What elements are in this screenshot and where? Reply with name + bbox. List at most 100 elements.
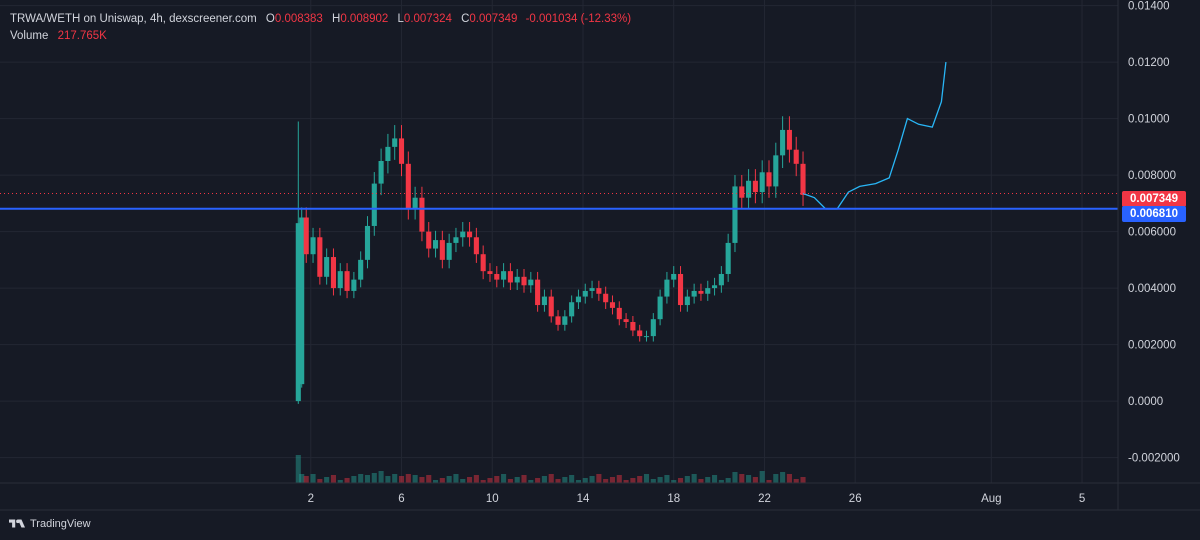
- volume-bar: [725, 478, 731, 483]
- x-axis-tick-label: 18: [667, 493, 680, 505]
- candle-body: [398, 138, 405, 164]
- y-axis-tick-label: 0.006000: [1128, 227, 1176, 239]
- tradingview-brand-name: TradingView: [30, 518, 91, 530]
- volume-bar: [295, 455, 301, 483]
- y-axis-tick-label: 0.004000: [1128, 283, 1176, 295]
- volume-bar: [514, 477, 520, 483]
- x-axis-tick-label: 5: [1079, 493, 1085, 505]
- candle-body: [569, 302, 575, 317]
- volume-bar: [310, 474, 316, 483]
- volume-bar: [780, 472, 786, 483]
- candle-body: [467, 231, 473, 238]
- candle-body: [752, 180, 758, 193]
- volume-bar: [385, 476, 391, 483]
- candle-body: [643, 336, 650, 338]
- candle-body: [385, 146, 391, 161]
- legend-low-label: L: [397, 13, 404, 25]
- volume-bar: [773, 474, 779, 483]
- volume-bar: [786, 474, 792, 483]
- volume-bar: [521, 475, 527, 483]
- volume-histogram: [295, 455, 806, 483]
- y-axis-tick-label: 0.002000: [1128, 340, 1176, 352]
- candle-body: [351, 279, 357, 291]
- candle-body: [310, 237, 316, 255]
- candle-body: [657, 296, 663, 320]
- legend-open-label: O: [265, 13, 275, 25]
- candle-body: [439, 240, 445, 260]
- legend-close-value: 0.007349: [469, 13, 518, 25]
- y-axis-tick-label: 0.008000: [1128, 170, 1176, 182]
- volume-bar: [419, 477, 425, 483]
- horizontal-line-price-tag[interactable]: 0.006810: [1122, 206, 1186, 222]
- chart-overlays: [0, 62, 1118, 210]
- candle-body: [521, 276, 527, 286]
- legend-volume-row: Volume 217.765K: [10, 28, 631, 45]
- volume-bar: [739, 474, 745, 483]
- volume-bar: [299, 474, 305, 483]
- volume-bar: [752, 477, 758, 483]
- y-axis-tick-label: 0.0000: [1128, 396, 1163, 408]
- candle-body: [596, 288, 602, 294]
- volume-bar: [398, 476, 405, 483]
- volume-bar: [759, 471, 765, 483]
- volume-bar: [344, 478, 350, 483]
- tradingview-brand[interactable]: TradingView: [9, 517, 91, 531]
- volume-bar: [582, 478, 588, 483]
- candle-body: [507, 271, 513, 283]
- x-axis-tick-label: 14: [577, 493, 590, 505]
- candle-body: [487, 271, 493, 274]
- legend-symbol-title[interactable]: TRWA/WETH on Uniswap, 4h, dexscreener.co…: [10, 13, 257, 25]
- volume-bar: [643, 474, 650, 483]
- last-price-tag: 0.007349: [1122, 191, 1186, 207]
- volume-bar: [637, 476, 643, 483]
- volume-bar: [507, 479, 513, 483]
- candle-body: [419, 197, 425, 232]
- candle-body: [371, 183, 377, 226]
- candle-body: [555, 316, 561, 325]
- candle-body: [364, 225, 371, 260]
- candle-body: [725, 242, 731, 274]
- candle-body: [575, 296, 582, 303]
- volume-bar: [446, 476, 452, 483]
- x-axis-tick-label: 6: [398, 493, 404, 505]
- candle-body: [603, 293, 609, 303]
- candle-body: [295, 223, 301, 402]
- x-axis-tick-label: 26: [849, 493, 862, 505]
- candle-body: [460, 231, 466, 238]
- volume-bar: [487, 478, 493, 483]
- volume-bar: [337, 480, 343, 483]
- legend-change-value: -0.001034 (-12.33%): [525, 13, 632, 25]
- candle-body: [691, 290, 697, 297]
- candle-body: [337, 271, 343, 289]
- candle-body: [426, 231, 432, 249]
- candle-body: [766, 172, 772, 187]
- candle-body: [514, 276, 520, 283]
- volume-bar: [705, 477, 711, 483]
- volume-bar: [657, 477, 663, 483]
- y-axis-tick-label: 0.01200: [1128, 57, 1170, 69]
- candle-body: [535, 279, 541, 306]
- volume-bar: [793, 479, 799, 483]
- volume-bar: [378, 471, 384, 483]
- volume-bar: [467, 477, 473, 483]
- candle-body: [609, 302, 616, 308]
- candle-body: [303, 217, 309, 255]
- candle-body: [786, 129, 792, 150]
- volume-bar: [528, 480, 534, 483]
- candle-body: [637, 330, 643, 337]
- volume-bar: [603, 479, 609, 483]
- candle-body: [317, 237, 323, 277]
- volume-bar: [671, 480, 677, 483]
- volume-bar: [575, 480, 582, 483]
- volume-bar: [364, 475, 371, 483]
- volume-bar: [555, 479, 561, 483]
- candle-body: [299, 217, 305, 385]
- volume-bar: [371, 473, 377, 483]
- volume-bar: [303, 476, 309, 483]
- candle-body: [705, 288, 711, 294]
- candle-body: [358, 259, 364, 280]
- legend-volume-label[interactable]: Volume: [10, 30, 49, 42]
- candle-body: [480, 254, 486, 272]
- volume-bar: [630, 478, 636, 483]
